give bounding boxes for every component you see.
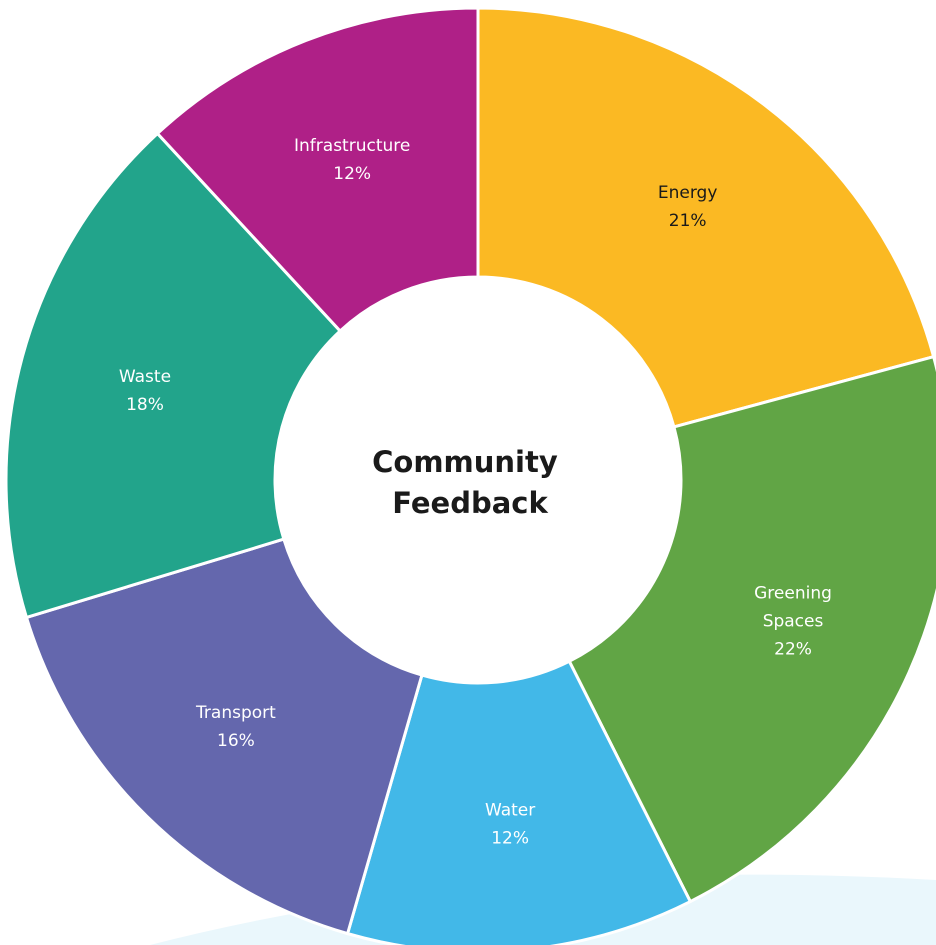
slice-label-line: Transport bbox=[195, 703, 276, 723]
slice-label-line: Waste bbox=[119, 367, 171, 387]
slice-label-line: Energy bbox=[658, 183, 718, 203]
slice-label-line: 12% bbox=[333, 164, 371, 184]
donut-slices bbox=[4, 6, 936, 945]
slice-label-water: Water 12% bbox=[485, 800, 535, 848]
center-title: Community Feedback bbox=[372, 445, 568, 520]
center-title-line-2: Feedback bbox=[392, 486, 548, 520]
slice-label-energy: Energy 21% bbox=[658, 183, 718, 231]
slice-label-line: 12% bbox=[491, 828, 529, 848]
slice-label-line: 16% bbox=[217, 731, 255, 751]
slice-label-line: Water bbox=[485, 800, 535, 820]
slice-label-greening-spaces: Greening Spaces 22% bbox=[754, 584, 832, 660]
slice-labels: Energy 21% Greening Spaces 22% Water 12% Transp… bbox=[119, 136, 832, 849]
slice-label-line: 18% bbox=[126, 395, 164, 415]
slice-label-line: Greening bbox=[754, 584, 832, 604]
slice-label-line: 22% bbox=[774, 640, 812, 660]
slice-label-line: Infrastructure bbox=[294, 136, 410, 156]
slice-label-transport: Transport 16% bbox=[195, 703, 276, 751]
slice-label-line: 21% bbox=[669, 211, 707, 231]
donut-hole bbox=[275, 277, 681, 683]
slice-label-infrastructure: Infrastructure 12% bbox=[294, 136, 410, 184]
center-title-line-1: Community bbox=[372, 445, 558, 479]
slice-label-waste: Waste 18% bbox=[119, 367, 171, 415]
slice-label-line: Spaces bbox=[763, 612, 824, 632]
